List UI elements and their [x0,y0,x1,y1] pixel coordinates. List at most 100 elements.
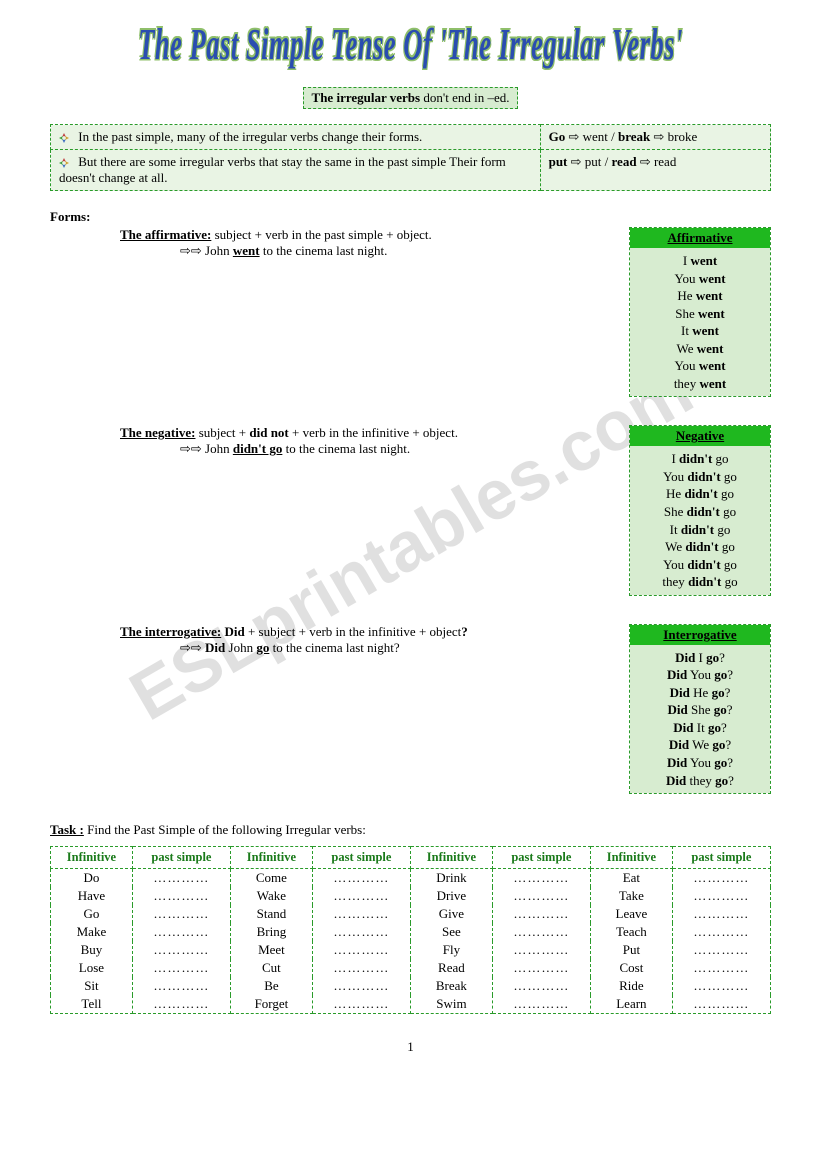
verb-cell: Stand [230,905,312,923]
conjugation-header: Interrogative [630,625,770,645]
verb-cell: Drink [410,869,492,888]
table-row: Lose…………Cut…………Read…………Cost………… [51,959,771,977]
table-row: In the past simple, many of the irregula… [51,125,771,150]
blank-cell: ………… [132,869,230,888]
table-header: past simple [492,847,590,869]
verb-cell: See [410,923,492,941]
blank-cell: ………… [672,869,770,888]
form-section: The negative: subject + did not + verb i… [50,425,771,595]
table-header: past simple [312,847,410,869]
blank-cell: ………… [672,959,770,977]
verb-cell: Read [410,959,492,977]
conjugation-box: AffirmativeI wentYou wentHe wentShe went… [629,227,771,397]
table-row: Do…………Come…………Drink…………Eat………… [51,869,771,888]
table-row: Sit…………Be…………Break…………Ride………… [51,977,771,995]
rule-text: But there are some irregular verbs that … [59,154,506,185]
blank-cell: ………… [312,887,410,905]
blank-cell: ………… [492,977,590,995]
verb-cell: Give [410,905,492,923]
verb-cell: Teach [590,923,672,941]
blank-cell: ………… [312,923,410,941]
verb-cell: Take [590,887,672,905]
verb-cell: Break [410,977,492,995]
blank-cell: ………… [132,959,230,977]
blank-cell: ………… [492,959,590,977]
intro-box: The irregular verbs don't end in –ed. [303,87,519,109]
table-header-row: Infinitivepast simpleInfinitivepast simp… [51,847,771,869]
verb-cell: Make [51,923,133,941]
intro-rest: don't end in –ed. [420,90,509,105]
task-instruction: Task : Find the Past Simple of the follo… [50,822,771,838]
conjugation-box: InterrogativeDid I go?Did You go?Did He … [629,624,771,794]
bullet-icon [59,158,69,168]
blank-cell: ………… [312,959,410,977]
blank-cell: ………… [492,905,590,923]
verb-cell: Have [51,887,133,905]
page-title: The Past Simple Tense Of 'The Irregular … [68,20,753,71]
verb-cell: Forget [230,995,312,1014]
form-description: The interrogative: Did + subject + verb … [120,624,609,640]
bullet-icon [59,133,69,143]
conjugation-header: Negative [630,426,770,446]
table-header: Infinitive [230,847,312,869]
verb-cell: Lose [51,959,133,977]
form-description: The negative: subject + did not + verb i… [120,425,609,441]
table-header: past simple [672,847,770,869]
form-description: The affirmative: subject + verb in the p… [120,227,609,243]
verb-table: Infinitivepast simpleInfinitivepast simp… [50,846,771,1014]
table-row: Make…………Bring…………See…………Teach………… [51,923,771,941]
verb-cell: Ride [590,977,672,995]
page-number: 1 [50,1039,771,1055]
rule-example: put ⇨ put / read ⇨ read [540,150,770,191]
blank-cell: ………… [672,887,770,905]
blank-cell: ………… [492,887,590,905]
blank-cell: ………… [312,995,410,1014]
rule-text: In the past simple, many of the irregula… [78,129,422,144]
conjugation-box: NegativeI didn't goYou didn't goHe didn'… [629,425,771,595]
verb-cell: Cut [230,959,312,977]
verb-cell: Wake [230,887,312,905]
verb-cell: Cost [590,959,672,977]
verb-cell: Meet [230,941,312,959]
blank-cell: ………… [672,905,770,923]
blank-cell: ………… [312,977,410,995]
verb-cell: Swim [410,995,492,1014]
blank-cell: ………… [672,977,770,995]
blank-cell: ………… [672,923,770,941]
verb-cell: Be [230,977,312,995]
verb-cell: Do [51,869,133,888]
verb-cell: Leave [590,905,672,923]
table-row: Have…………Wake…………Drive…………Take………… [51,887,771,905]
verb-cell: Fly [410,941,492,959]
blank-cell: ………… [132,995,230,1014]
conjugation-header: Affirmative [630,228,770,248]
blank-cell: ………… [132,923,230,941]
table-header: past simple [132,847,230,869]
table-row: Go…………Stand…………Give…………Leave………… [51,905,771,923]
forms-heading: Forms: [50,209,771,225]
form-section: The interrogative: Did + subject + verb … [50,624,771,794]
table-row: But there are some irregular verbs that … [51,150,771,191]
blank-cell: ………… [492,995,590,1014]
conjugation-body: I wentYou wentHe wentShe wentIt wentWe w… [630,248,770,396]
rule-example: Go ⇨ went / break ⇨ broke [540,125,770,150]
form-example: ⇨⇨ John didn't go to the cinema last nig… [180,441,609,457]
verb-cell: Learn [590,995,672,1014]
blank-cell: ………… [312,941,410,959]
blank-cell: ………… [492,941,590,959]
table-header: Infinitive [590,847,672,869]
blank-cell: ………… [672,941,770,959]
form-section: The affirmative: subject + verb in the p… [50,227,771,397]
intro-bold: The irregular verbs [312,90,421,105]
blank-cell: ………… [312,869,410,888]
verb-cell: Bring [230,923,312,941]
verb-cell: Sit [51,977,133,995]
verb-cell: Eat [590,869,672,888]
form-example: ⇨⇨ John went to the cinema last night. [180,243,609,259]
rules-table: In the past simple, many of the irregula… [50,124,771,191]
blank-cell: ………… [492,923,590,941]
blank-cell: ………… [132,941,230,959]
blank-cell: ………… [132,887,230,905]
verb-cell: Come [230,869,312,888]
verb-cell: Drive [410,887,492,905]
